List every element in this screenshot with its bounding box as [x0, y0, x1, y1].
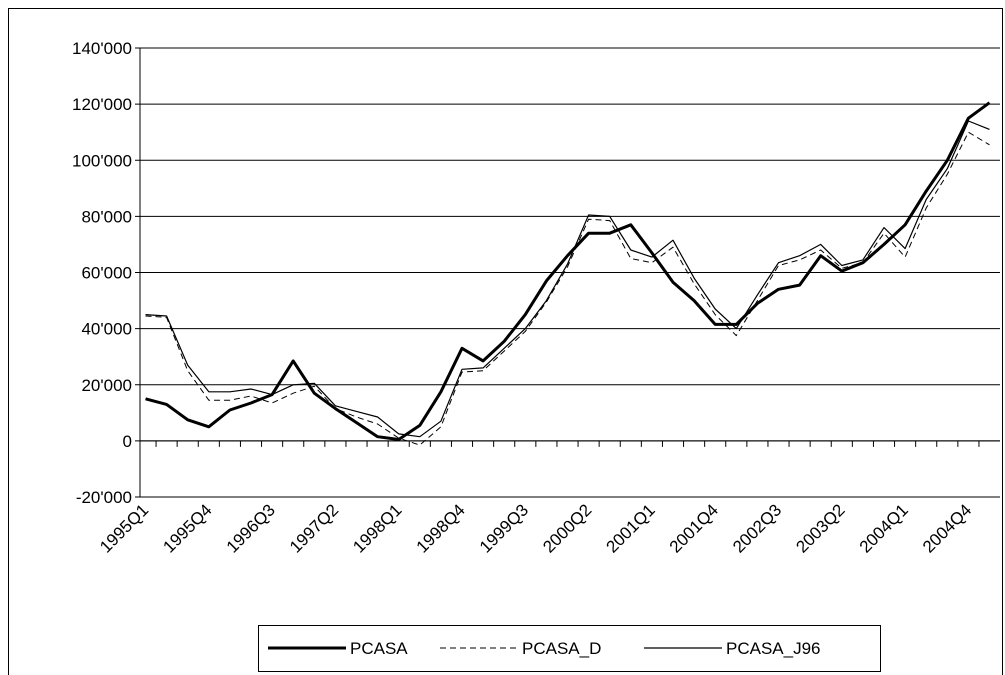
y-tick-label: 80'000 [81, 207, 132, 226]
chart-border [8, 8, 1003, 675]
x-tick-label: 2004Q1 [856, 500, 912, 556]
legend-label: PCASA_D [522, 639, 601, 658]
x-tick-label: 2003Q2 [792, 500, 848, 556]
x-tick-label: 2002Q3 [729, 500, 785, 556]
y-tick-label: 140'000 [72, 39, 132, 58]
x-tick-label: 2001Q1 [603, 500, 659, 556]
x-tick-label: 1999Q3 [476, 500, 532, 556]
x-tick-label: 1998Q4 [413, 500, 469, 556]
y-tick-label: 120'000 [72, 95, 132, 114]
legend-label: PCASA_J96 [726, 639, 821, 658]
series-line [145, 101, 991, 441]
legend-label: PCASA [350, 639, 408, 658]
series-line [145, 131, 990, 446]
series-line [145, 120, 990, 438]
y-tick-label: 20'000 [81, 376, 132, 395]
y-tick-label: 100'000 [72, 151, 132, 170]
x-tick-label: 1995Q1 [96, 500, 152, 556]
x-tick-label: 2000Q2 [539, 500, 595, 556]
x-tick-label: 2001Q4 [666, 500, 722, 556]
x-tick-label: 1997Q2 [286, 500, 342, 556]
x-tick-label: 1995Q4 [159, 500, 215, 556]
y-tick-label: -20'000 [76, 488, 132, 507]
x-tick-label: 1996Q3 [223, 500, 279, 556]
y-tick-label: 60'000 [81, 264, 132, 283]
x-tick-label: 1998Q1 [349, 500, 405, 556]
legend-box [258, 625, 881, 672]
y-tick-label: 0 [123, 432, 132, 451]
y-tick-label: 40'000 [81, 320, 132, 339]
x-tick-label: 2004Q4 [919, 500, 975, 556]
